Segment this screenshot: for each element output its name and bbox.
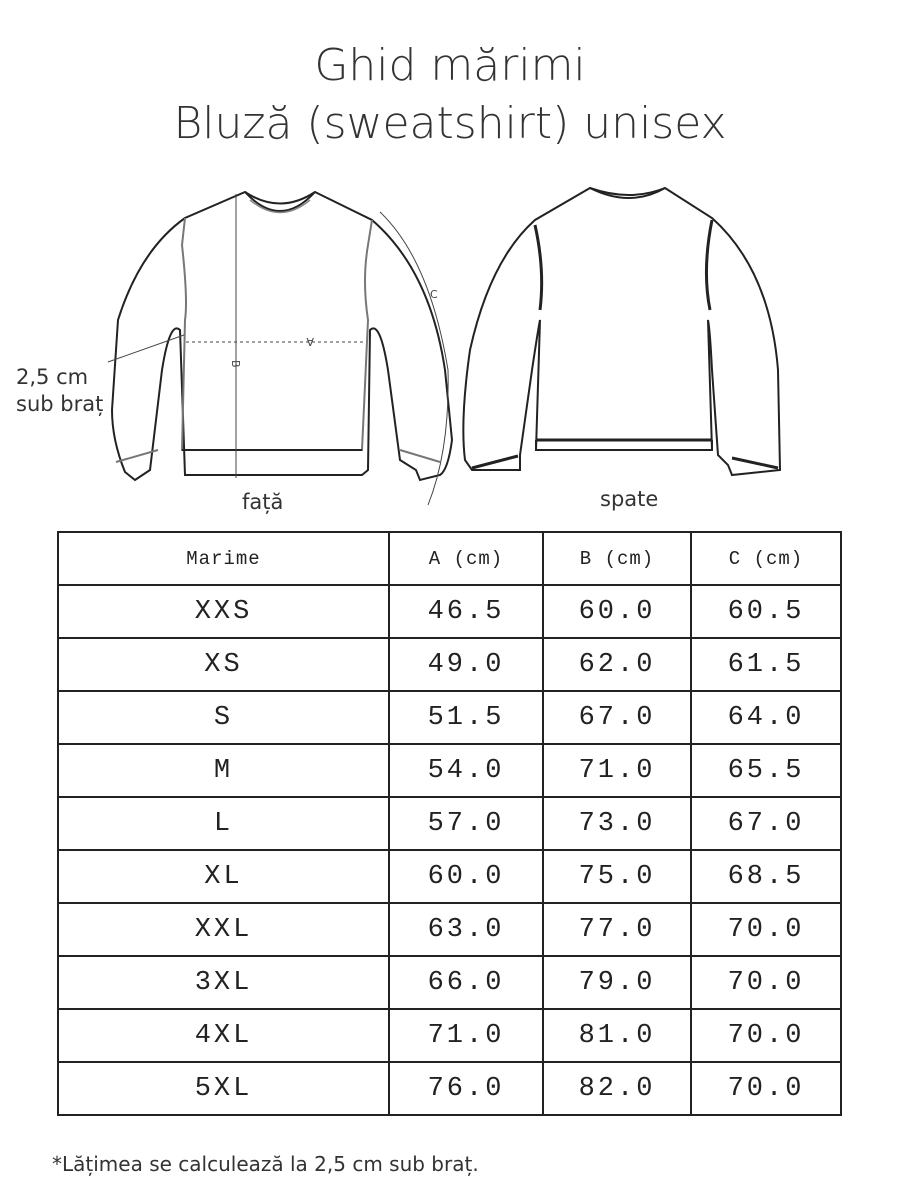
measure-a-label: A xyxy=(306,335,314,348)
cell-a: 66.0 xyxy=(388,955,544,1010)
cell-b: 75.0 xyxy=(542,849,692,904)
underarm-note-line2: sub braț xyxy=(16,392,104,416)
table-row: 3XL 66.0 79.0 70.0 xyxy=(57,955,842,1010)
table-row: L 57.0 73.0 67.0 xyxy=(57,796,842,851)
cell-size: 4XL xyxy=(57,1008,390,1063)
table-row: XXL 63.0 77.0 70.0 xyxy=(57,902,842,957)
cell-a: 60.0 xyxy=(388,849,544,904)
measure-b-label: B xyxy=(229,360,242,368)
table-row: M 54.0 71.0 65.5 xyxy=(57,743,842,798)
back-label: spate xyxy=(600,487,659,511)
cell-size: 3XL xyxy=(57,955,390,1010)
header-size: Marime xyxy=(57,531,390,586)
cell-b: 82.0 xyxy=(542,1061,692,1116)
cell-c: 70.0 xyxy=(690,955,842,1010)
underarm-note-line1: 2,5 cm xyxy=(16,365,89,389)
cell-a: 49.0 xyxy=(388,637,544,692)
cell-c: 65.5 xyxy=(690,743,842,798)
sweatshirt-diagram: A B C xyxy=(107,186,782,506)
footnote: *Lățimea se calculează la 2,5 cm sub bra… xyxy=(52,1152,479,1176)
cell-size: 5XL xyxy=(57,1061,390,1116)
cell-a: 71.0 xyxy=(388,1008,544,1063)
table-row: XS 49.0 62.0 61.5 xyxy=(57,637,842,692)
back-sweatshirt-drawing xyxy=(462,186,782,477)
cell-size: S xyxy=(57,690,390,745)
table-row: XXS 46.5 60.0 60.5 xyxy=(57,584,842,639)
cell-size: L xyxy=(57,796,390,851)
cell-c: 70.0 xyxy=(690,1008,842,1063)
cell-c: 64.0 xyxy=(690,690,842,745)
measurement-lines xyxy=(107,194,449,506)
front-sweatshirt-drawing xyxy=(110,190,454,482)
cell-size: XL xyxy=(57,849,390,904)
cell-c: 70.0 xyxy=(690,1061,842,1116)
cell-c: 60.5 xyxy=(690,584,842,639)
header-c: C (cm) xyxy=(690,531,842,586)
cell-a: 57.0 xyxy=(388,796,544,851)
cell-b: 67.0 xyxy=(542,690,692,745)
cell-b: 77.0 xyxy=(542,902,692,957)
table-row: 5XL 76.0 82.0 70.0 xyxy=(57,1061,842,1116)
cell-a: 63.0 xyxy=(388,902,544,957)
front-label: față xyxy=(242,490,284,514)
table-row: 4XL 71.0 81.0 70.0 xyxy=(57,1008,842,1063)
cell-a: 76.0 xyxy=(388,1061,544,1116)
table-header-row: Marime A (cm) B (cm) C (cm) xyxy=(57,531,842,586)
cell-c: 67.0 xyxy=(690,796,842,851)
cell-a: 51.5 xyxy=(388,690,544,745)
cell-c: 61.5 xyxy=(690,637,842,692)
cell-size: XS xyxy=(57,637,390,692)
table-row: S 51.5 67.0 64.0 xyxy=(57,690,842,745)
table-row: XL 60.0 75.0 68.5 xyxy=(57,849,842,904)
page-title: Ghid mărimi xyxy=(314,40,586,91)
cell-size: XXL xyxy=(57,902,390,957)
cell-size: XXS xyxy=(57,584,390,639)
measure-c-label: C xyxy=(430,288,438,301)
cell-b: 73.0 xyxy=(542,796,692,851)
cell-size: M xyxy=(57,743,390,798)
cell-b: 71.0 xyxy=(542,743,692,798)
cell-a: 46.5 xyxy=(388,584,544,639)
cell-c: 68.5 xyxy=(690,849,842,904)
cell-b: 62.0 xyxy=(542,637,692,692)
page-subtitle: Bluză (sweatshirt) unisex xyxy=(173,98,727,149)
cell-b: 81.0 xyxy=(542,1008,692,1063)
cell-b: 79.0 xyxy=(542,955,692,1010)
cell-a: 54.0 xyxy=(388,743,544,798)
header-b: B (cm) xyxy=(542,531,692,586)
cell-c: 70.0 xyxy=(690,902,842,957)
cell-b: 60.0 xyxy=(542,584,692,639)
size-table: Marime A (cm) B (cm) C (cm) XXS 46.5 60.0 6… xyxy=(57,531,842,1116)
header-a: A (cm) xyxy=(388,531,544,586)
